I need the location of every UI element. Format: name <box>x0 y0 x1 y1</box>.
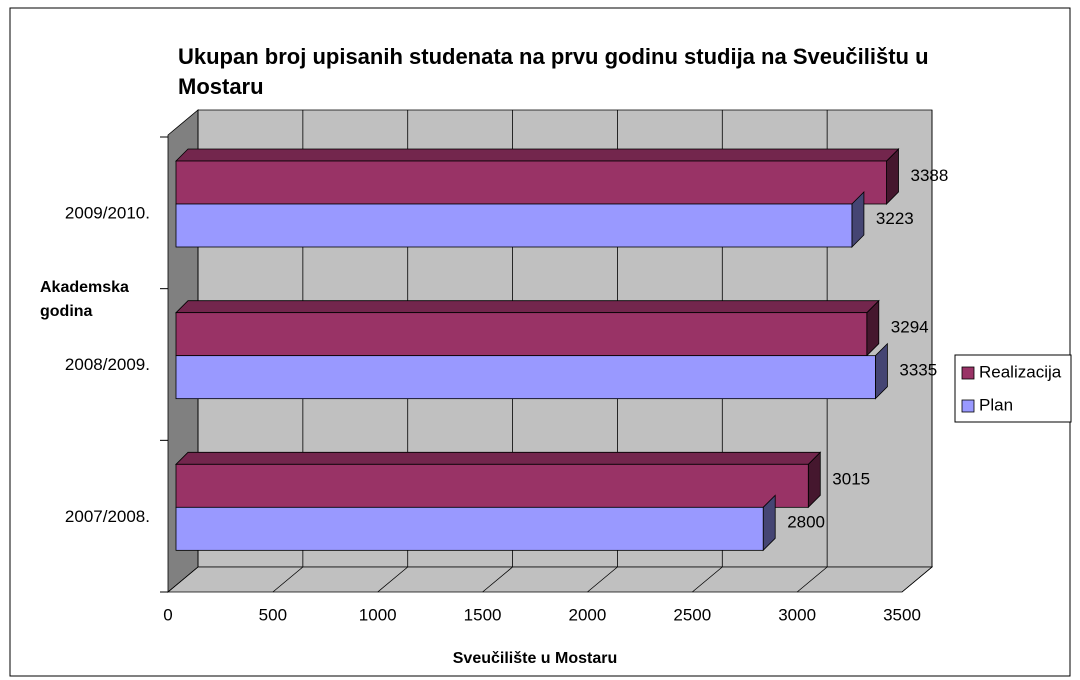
bar <box>175 312 868 357</box>
x-tick-label: 3000 <box>778 605 816 624</box>
floor-grid-line <box>167 566 199 593</box>
floor-grid-line <box>796 566 828 593</box>
x-tick-label: 500 <box>259 605 287 624</box>
y-axis-title: Akademska godina <box>40 279 129 320</box>
bar <box>175 355 876 400</box>
bar <box>175 506 764 551</box>
x-tick-label: 1500 <box>464 605 502 624</box>
bar <box>175 160 887 205</box>
floor-grid-line <box>272 566 304 593</box>
value-label: 2800 <box>787 512 825 531</box>
floor-grid-line <box>692 566 723 593</box>
floor <box>166 566 934 593</box>
value-label: 3015 <box>832 469 870 488</box>
bar <box>175 203 853 248</box>
x-tick-label: 2000 <box>569 605 607 624</box>
y-tick-label: 2009/2010. <box>65 203 150 222</box>
x-tick-label: 1000 <box>359 605 397 624</box>
legend-label: Realizacija <box>979 362 1062 381</box>
y-tick-label: 2008/2009. <box>65 355 150 374</box>
value-label: 3335 <box>899 361 937 380</box>
legend-swatch <box>961 399 975 413</box>
chart-title: Ukupan broj upisanih studenata na prvu g… <box>178 44 929 99</box>
bar-top <box>175 148 900 162</box>
value-label: 3294 <box>891 318 929 337</box>
floor-grid-line <box>482 566 513 593</box>
x-tick-label: 0 <box>163 605 172 624</box>
bar <box>175 463 809 508</box>
bar-top <box>175 451 822 465</box>
floor-grid-line <box>901 566 933 593</box>
value-label: 3223 <box>876 209 914 228</box>
floor-grid-line <box>587 566 618 593</box>
x-axis-title: Sveučilište u Mostaru <box>452 650 618 667</box>
value-label: 3388 <box>911 166 949 185</box>
legend-swatch <box>961 366 975 380</box>
x-tick-label: 3500 <box>883 605 921 624</box>
legend-label: Plan <box>979 395 1013 414</box>
floor-grid-line <box>377 566 408 593</box>
bar-top <box>175 300 880 314</box>
x-tick-label: 2500 <box>673 605 711 624</box>
y-tick-label: 2007/2008. <box>65 507 150 526</box>
